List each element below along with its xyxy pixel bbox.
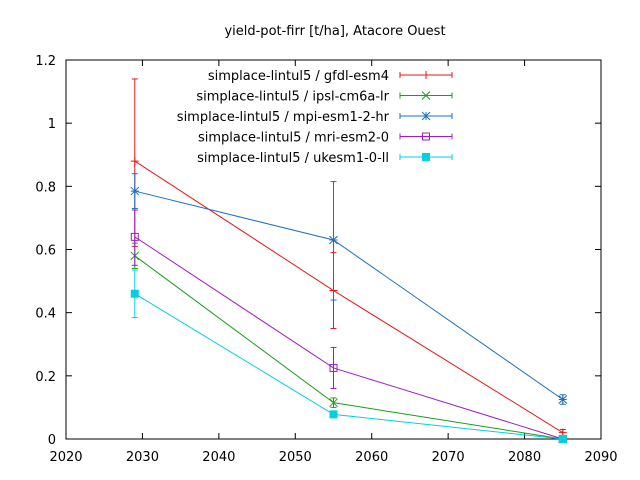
y-tick-label: 1 [48,117,56,132]
series-line [134,293,563,440]
x-tick-label: 2020 [49,450,82,465]
y-tick-label: 0.2 [35,370,56,385]
legend-marker [421,111,431,121]
data-point [130,289,139,298]
series-line [134,236,563,440]
series-line [134,160,564,434]
data-point [130,232,139,241]
x-tick-label: 2090 [584,450,617,465]
x-tick-label: 2070 [432,450,465,465]
y-tick-label: 1.2 [35,54,56,69]
legend-marker [422,153,430,161]
legend-entry-2: simplace-lintul5 / ipsl-cm6a-lr [196,90,453,105]
legend-marker [422,132,430,141]
legend-marker [421,91,431,100]
x-tick-label: 2050 [279,450,312,465]
legend-label: simplace-lintul5 / mpi-esm1-2-hr [177,110,390,125]
series-5 [130,269,567,443]
series-layer [130,78,568,444]
series-3 [130,173,568,405]
legend-label: simplace-lintul5 / ipsl-cm6a-lr [196,90,389,105]
data-point [558,435,567,443]
legend-entry-4: simplace-lintul5 / mri-esm2-0 [198,131,453,146]
data-point [329,410,338,419]
series-line [134,255,563,440]
data-point [130,186,140,196]
legend-entry-5: simplace-lintul5 / ukesm1-0-ll [197,151,453,166]
data-point [329,235,338,245]
series-4 [130,209,567,443]
legend-entry-3: simplace-lintul5 / mpi-esm1-2-hr [177,110,453,125]
data-point [130,157,139,166]
legend-label: simplace-lintul5 / mri-esm2-0 [198,131,389,146]
data-point [329,363,338,372]
legend-marker [422,71,430,79]
y-tick-label: 0.8 [35,180,56,195]
x-tick-label: 2080 [508,450,541,465]
legend-label: simplace-lintul5 / ukesm1-0-ll [197,151,389,166]
data-point [558,395,568,404]
x-tick-label: 2040 [202,450,235,465]
legend: simplace-lintul5 / gfdl-esm4 simplace-lin… [177,69,453,166]
chart-title: yield-pot-firr [t/ha], Atacore Ouest [224,24,445,39]
y-tick-label: 0 [48,433,56,448]
x-tick-label: 2060 [355,450,388,465]
x-tick-label: 2030 [126,450,159,465]
legend-label: simplace-lintul5 / gfdl-esm4 [208,69,389,84]
legend-entry-1: simplace-lintul5 / gfdl-esm4 [208,69,453,84]
data-point [329,398,338,408]
series-line [134,190,564,400]
y-tick-label: 0.4 [35,307,56,322]
series-2 [130,242,568,444]
axes: 2020 2030 2040 2050 2060 2070 2080 2090 0 0.2 0.4 0… [35,54,617,465]
y-tick-label: 0.6 [35,244,56,259]
